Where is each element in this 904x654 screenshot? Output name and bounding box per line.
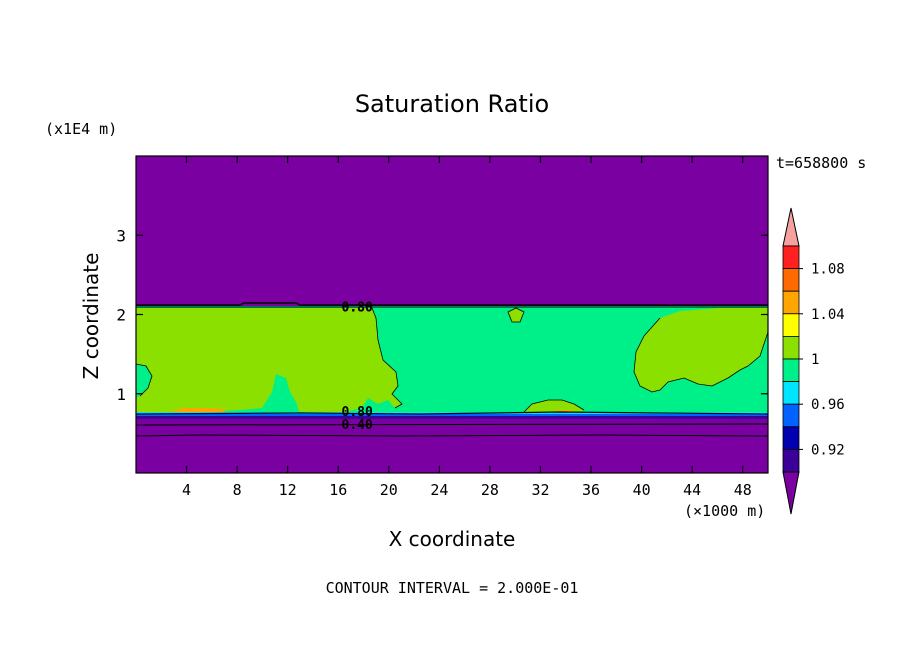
supersat-patch-left xyxy=(172,408,228,413)
colorbar-bottom-arrow xyxy=(782,471,800,515)
colorbar-swatch xyxy=(782,448,800,473)
y-tick-label: 1 xyxy=(116,385,126,404)
colorbar-label: 0.96 xyxy=(811,397,845,413)
contour-top-080 xyxy=(136,302,768,306)
x-tick-label: 36 xyxy=(582,481,600,499)
colorbar-label: 1 xyxy=(811,352,819,368)
colorbar-label: 1.04 xyxy=(811,307,845,323)
cloud-outline-right xyxy=(633,317,768,393)
contour-label: 0.80 xyxy=(342,405,373,420)
colorbar-swatch xyxy=(782,290,800,315)
time-label: t=658800 s xyxy=(776,154,866,172)
x-unit-label: (×1000 m) xyxy=(684,502,765,520)
colorbar-swatch xyxy=(782,426,800,450)
x-tick-label: 24 xyxy=(430,481,448,499)
x-tick-label: 16 xyxy=(329,481,347,499)
colorbar-swatch xyxy=(782,381,800,405)
cloud-blob-top-1 xyxy=(508,308,524,322)
x-tick-label: 20 xyxy=(380,481,398,499)
colorbar-top-arrow xyxy=(782,207,800,247)
plot-area xyxy=(136,156,768,473)
cloud-blob-left-edge xyxy=(136,364,152,398)
x-axis: 4 8 12 16 20 24 28 32 36 40 44 48 xyxy=(182,156,752,499)
colorbar-label: 0.92 xyxy=(811,442,845,458)
x-tick-label: 44 xyxy=(683,481,701,499)
cloud-outline-left-edge xyxy=(136,363,153,397)
y-tick-label: 2 xyxy=(116,306,126,325)
colorbar: 1.08 1.04 1 0.96 0.92 xyxy=(782,207,845,515)
colorbar-swatch xyxy=(782,245,800,270)
colorbar-swatch xyxy=(782,268,800,292)
boundary-band-blue xyxy=(136,414,768,416)
contour-bottom-040 xyxy=(136,434,768,437)
contour-label: 0.80 xyxy=(342,301,373,316)
colorbar-label: 1.08 xyxy=(811,262,845,278)
contour-bottom-080 xyxy=(136,411,768,415)
y-unit-label: (x1E4 m) xyxy=(45,120,117,138)
colorbar-swatch xyxy=(782,403,800,428)
cloud-outline-left xyxy=(371,307,403,409)
cloud-outline-top-blob xyxy=(507,307,525,323)
cloud-blob-left xyxy=(136,308,402,414)
contour-bottom-060 xyxy=(136,423,768,426)
contour-labels: 0.800.800.800.40 xyxy=(342,301,373,433)
chart-title: Saturation Ratio xyxy=(355,90,549,118)
x-tick-label: 28 xyxy=(481,481,499,499)
upper-dry-region xyxy=(136,156,768,306)
x-tick-label: 12 xyxy=(279,481,297,499)
x-tick-label: 32 xyxy=(531,481,549,499)
colorbar-swatch xyxy=(782,358,800,383)
y-axis-label: Z coordinate xyxy=(79,253,103,380)
y-axis: 1 2 3 xyxy=(116,226,768,404)
contour-label: 0.40 xyxy=(342,418,373,433)
boundary-band-navy xyxy=(136,416,768,419)
x-axis-label: X coordinate xyxy=(389,527,516,551)
contour-label: 0.80 xyxy=(342,301,373,316)
contour-interval-text: CONTOUR INTERVAL = 2.000E-01 xyxy=(326,579,579,597)
cloud-outline-bottom xyxy=(523,399,585,413)
y-tick-label: 3 xyxy=(116,226,126,245)
x-tick-label: 40 xyxy=(633,481,651,499)
x-tick-label: 8 xyxy=(233,481,242,499)
colorbar-swatch xyxy=(782,335,800,360)
x-tick-label: 48 xyxy=(734,481,752,499)
colorbar-swatch xyxy=(782,313,800,337)
x-tick-label: 4 xyxy=(182,481,191,499)
cloud-blob-right xyxy=(634,308,768,392)
